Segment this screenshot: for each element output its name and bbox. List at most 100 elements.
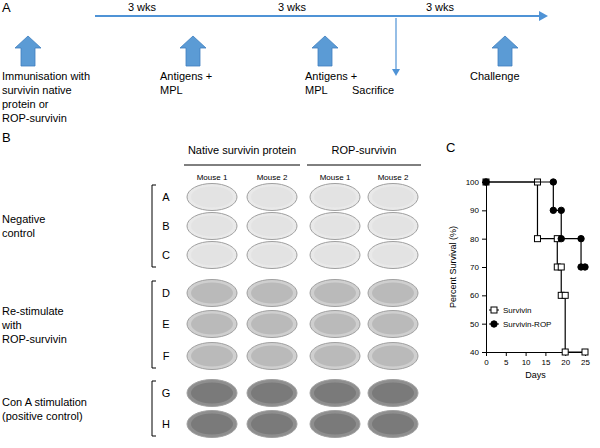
well-inner	[314, 314, 356, 335]
row-label: H	[162, 418, 170, 430]
well-inner	[372, 314, 414, 335]
well	[247, 343, 297, 370]
well-inner	[191, 346, 233, 367]
well	[368, 184, 418, 211]
tick-label: 90	[470, 206, 479, 215]
tick-label: 60	[470, 291, 479, 300]
well-inner	[191, 414, 233, 435]
well	[187, 311, 237, 338]
column-group-rule	[307, 165, 421, 166]
well	[247, 184, 297, 211]
well	[368, 311, 418, 338]
row-label: A	[162, 191, 170, 203]
tick-label: 50	[470, 320, 479, 329]
well	[187, 343, 237, 370]
well	[247, 280, 297, 307]
well	[187, 380, 237, 407]
event-label: MPL	[305, 84, 328, 96]
axis-line	[482, 183, 487, 353]
tick-mark	[482, 352, 486, 353]
well-inner	[372, 383, 414, 404]
marker	[558, 235, 564, 241]
well-inner	[251, 245, 293, 266]
series-line	[486, 182, 585, 352]
well-inner	[372, 346, 414, 367]
mouse-label: Mouse 2	[378, 173, 409, 182]
tick: 50	[470, 320, 486, 329]
event-label: Immunisation with	[2, 70, 90, 82]
column-group-label: ROP-survivin	[332, 144, 397, 156]
row-label: E	[162, 318, 169, 330]
marker	[562, 292, 568, 298]
well-inner	[314, 383, 356, 404]
well-inner	[314, 346, 356, 367]
well-inner	[372, 283, 414, 304]
tick: 0	[484, 352, 489, 367]
well-inner	[251, 414, 293, 435]
x-axis-title: Days	[525, 370, 546, 380]
marker	[534, 236, 540, 242]
well-inner	[372, 216, 414, 237]
panel-letter: B	[2, 130, 11, 145]
well	[247, 380, 297, 407]
well	[368, 380, 418, 407]
sacrifice-arrow	[395, 18, 396, 70]
well	[310, 242, 360, 269]
event-label: MPL	[160, 84, 183, 96]
well	[310, 311, 360, 338]
tick-mark	[482, 324, 486, 325]
sacrifice-arrowhead	[392, 69, 400, 76]
tick-label: 15	[541, 358, 550, 367]
tick-label: 25	[581, 358, 590, 367]
well	[310, 213, 360, 240]
timeline-arrowhead	[539, 11, 548, 21]
well-inner	[314, 414, 356, 435]
well	[187, 411, 237, 438]
well	[310, 184, 360, 211]
tick: 5	[504, 352, 509, 367]
well-inner	[191, 216, 233, 237]
marker	[483, 179, 489, 185]
well	[187, 242, 237, 269]
row-group-label: Re-stimulate	[2, 305, 64, 317]
panel-letter: A	[2, 0, 11, 15]
event-label: survivin native	[2, 84, 72, 96]
tick: 40	[470, 348, 486, 357]
event-arrow	[312, 36, 338, 66]
well	[368, 242, 418, 269]
tick-label: 0	[484, 358, 489, 367]
tick-mark	[482, 267, 486, 268]
event-arrow	[15, 36, 41, 66]
figure: A3 wks3 wks3 wksImmunisation withsurvivi…	[0, 0, 600, 448]
row-group-label: Negative	[2, 213, 45, 225]
panel-letter: C	[446, 140, 455, 155]
well-inner	[251, 383, 293, 404]
tick-label: 40	[470, 348, 479, 357]
marker	[483, 179, 489, 185]
well-inner	[191, 245, 233, 266]
mouse-label: Mouse 1	[320, 173, 351, 182]
axis-line	[487, 353, 586, 357]
well	[368, 411, 418, 438]
tick: 15	[541, 352, 550, 367]
tick-label: 70	[470, 263, 479, 272]
row-group-label: with	[1, 319, 22, 331]
well	[368, 343, 418, 370]
well-inner	[314, 245, 356, 266]
column-group-rule	[184, 165, 300, 166]
marker	[558, 207, 564, 213]
row-group-label: control	[2, 227, 35, 239]
well	[310, 380, 360, 407]
sacrifice-label: Sacrifice	[352, 84, 394, 96]
row-label: F	[163, 350, 170, 362]
well-inner	[372, 187, 414, 208]
marker	[550, 207, 556, 213]
mouse-label: Mouse 1	[197, 173, 228, 182]
y-axis: 405060708090100	[466, 178, 487, 357]
event-arrow	[492, 36, 518, 66]
tick-label: 100	[466, 178, 480, 187]
row-group-label: Con A stimulation	[2, 396, 87, 408]
row-group-bracket	[152, 381, 156, 436]
well	[247, 411, 297, 438]
panel-a: A3 wks3 wks3 wksImmunisation withsurvivi…	[2, 0, 548, 124]
